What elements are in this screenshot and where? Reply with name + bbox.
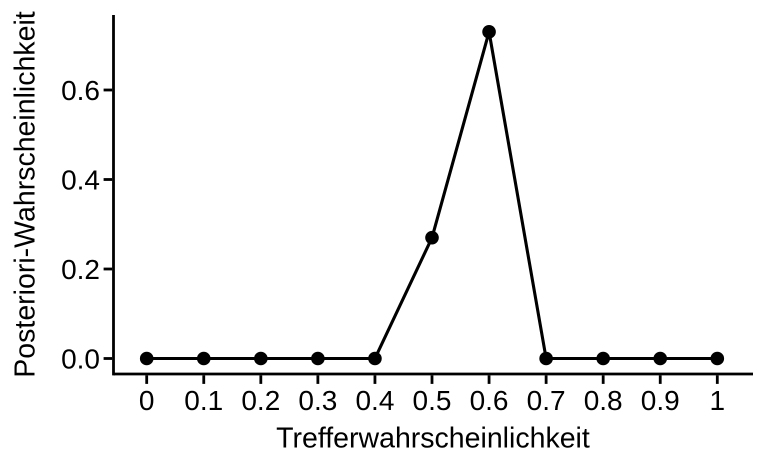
x-tick-label: 0.7 [527, 385, 566, 416]
x-tick-label: 0.2 [241, 385, 280, 416]
x-axis-title: Trefferwahrscheinlichkeit [276, 423, 590, 455]
x-tick-label: 0.5 [413, 385, 452, 416]
x-tick-label: 0.3 [298, 385, 337, 416]
data-point [196, 351, 211, 366]
data-point [482, 25, 496, 39]
data-point [596, 351, 610, 366]
chart-generated-layer: 0 0.1 0.2 0.3 0.4 0.5 0.6 0.7 0.8 0.9 1 0.0 0.2 0.4 0.… [61, 15, 753, 416]
data-point [425, 230, 439, 245]
data-point [368, 351, 382, 366]
x-tick-label: 0.1 [184, 385, 223, 416]
y-tick-label: 0.2 [61, 254, 100, 285]
data-point [139, 351, 154, 366]
x-tick-label: 0.4 [355, 385, 394, 416]
y-tick-label: 0.0 [61, 344, 100, 375]
data-point [254, 351, 268, 366]
y-tick-label: 0.4 [61, 165, 100, 196]
y-tick-label: 0.6 [61, 75, 100, 106]
data-point [311, 351, 325, 366]
data-point [710, 351, 725, 366]
x-tick-label: 0.8 [584, 385, 623, 416]
x-tick-label: 1 [710, 385, 726, 416]
data-point [653, 351, 668, 366]
x-tick-label: 0 [139, 385, 155, 416]
x-tick-label: 0.9 [641, 385, 680, 416]
data-point [539, 351, 553, 366]
y-axis-title: Posteriori-Wahrscheinlichkeit [10, 11, 42, 377]
series-line [146, 31, 718, 361]
x-tick-label: 0.6 [470, 385, 509, 416]
